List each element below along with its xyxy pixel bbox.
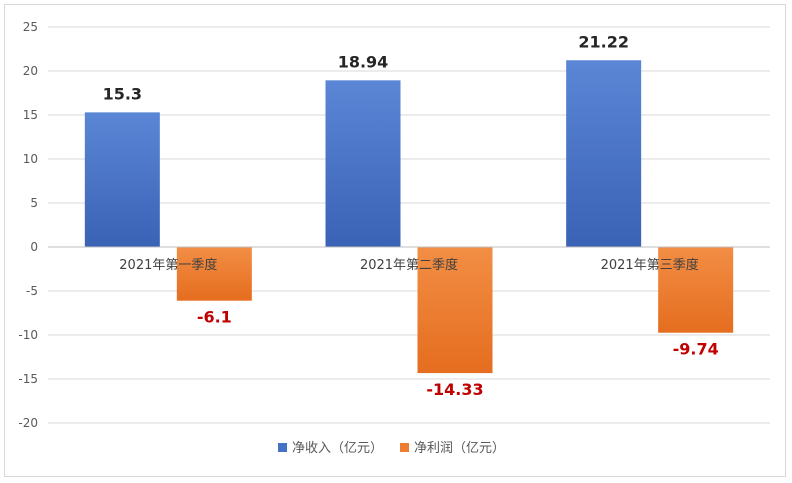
y-tick-label: 0 <box>30 240 38 254</box>
y-tick-label: -15 <box>18 372 38 386</box>
y-tick-label: 25 <box>23 20 38 34</box>
bars <box>84 60 734 374</box>
category-label: 2021年第一季度 <box>119 257 217 273</box>
data-label: -14.33 <box>426 380 483 399</box>
category-label: 2021年第三季度 <box>601 257 699 273</box>
y-tick-label: -20 <box>18 416 38 430</box>
y-tick-label: 15 <box>23 108 38 122</box>
net-revenue-bar <box>566 60 642 247</box>
category-labels: 2021年第一季度 2021年第二季度 2021年第三季度 <box>119 257 698 273</box>
net-revenue-bar <box>84 112 160 247</box>
data-label: -6.1 <box>197 308 232 327</box>
net-revenue-bar <box>325 80 401 247</box>
data-label: 18.94 <box>338 52 389 71</box>
legend-label: 净利润（亿元） <box>414 441 505 456</box>
y-tick-label: -10 <box>18 328 38 342</box>
y-axis: 25 20 15 10 5 0 -5 -10 -15 -20 <box>18 20 38 430</box>
legend-label: 净收入（亿元） <box>292 441 383 456</box>
category-label: 2021年第二季度 <box>360 257 458 273</box>
net-profit-bar <box>417 247 493 374</box>
gridlines <box>48 26 770 424</box>
legend-swatch <box>278 443 287 452</box>
y-tick-label: 10 <box>23 152 38 166</box>
net-profit-bar <box>658 247 734 333</box>
legend-swatch <box>400 443 409 452</box>
data-label: 15.3 <box>103 84 142 103</box>
data-label: 21.22 <box>578 32 629 51</box>
data-labels: 15.3 -6.1 18.94 -14.33 21.22 -9.74 <box>103 32 719 399</box>
y-tick-label: -5 <box>26 284 38 298</box>
y-tick-label: 5 <box>30 196 38 210</box>
net-profit-bar <box>176 247 252 301</box>
data-label: -9.74 <box>673 340 719 359</box>
y-tick-label: 20 <box>23 64 38 78</box>
legend: 净收入（亿元） 净利润（亿元） <box>278 441 505 456</box>
